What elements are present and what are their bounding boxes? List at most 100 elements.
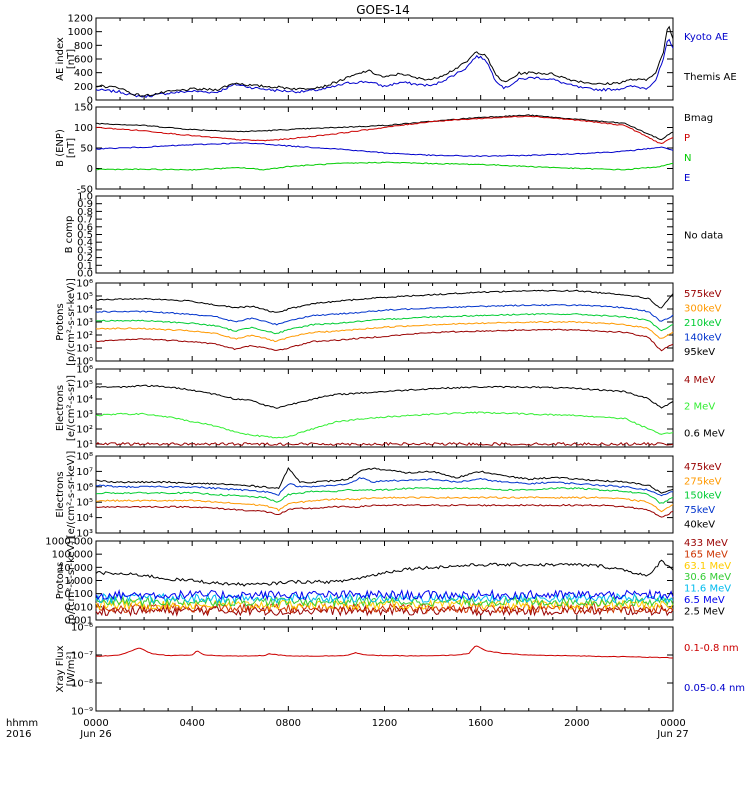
panel-b_comp: 0.00.10.20.30.40.50.60.70.80.91.0 B comp N… (64, 192, 723, 280)
series-line-63-1-mev (95, 598, 674, 612)
y-axis-label: B (ENP) (55, 129, 66, 167)
legend-item: 0.1-0.8 nm (684, 643, 739, 654)
legend-item: 2.5 MeV (684, 606, 725, 617)
y-tick-label: 10⁸ (76, 452, 93, 463)
y-tick-label: 10⁴ (76, 395, 93, 406)
y-axis-unit: [nT] (66, 138, 77, 158)
y-tick-label: 0.9 (77, 199, 93, 210)
y-axis-label: AE index (55, 37, 66, 81)
series-line-2-mev (95, 411, 674, 439)
legend-item: N (684, 153, 691, 164)
y-tick-label: 50 (80, 144, 93, 155)
y-tick-label: 0.7 (77, 215, 93, 226)
series-line-140kev (95, 303, 674, 326)
y-tick-label: 200 (74, 82, 93, 93)
legend-item: 4 MeV (684, 375, 715, 386)
x-tick-label: 0800 (276, 718, 301, 729)
y-tick-label: 10³ (76, 410, 93, 421)
y-tick-label: 0.0 (77, 269, 93, 280)
chart-title: GOES-14 (356, 3, 410, 17)
y-tick-label: 400 (74, 68, 93, 79)
y-tick-label: 0.5 (77, 230, 93, 241)
y-tick-label: 0.1 (77, 261, 93, 272)
y-axis-label: Protons (55, 303, 66, 340)
x-tick-label: 2000 (564, 718, 589, 729)
y-tick-label: 600 (74, 55, 93, 66)
y-axis-unit: [nT] (66, 49, 77, 69)
y-axis-unit: [e/(cm²-s-sr-keV)] (66, 451, 77, 539)
y-axis-unit: [W/m²] (66, 651, 77, 686)
series-line-p (95, 115, 674, 145)
legend-item: 575keV (684, 289, 722, 300)
panel-ae: 0 200 400 600 800 1000 1200 AE index [nT] Kyoto A… (55, 14, 737, 107)
series-line-n (95, 161, 674, 171)
y-tick-label: 10¹ (76, 344, 93, 355)
legend-item: 275keV (684, 476, 722, 487)
y-tick-label: 0.8 (77, 207, 93, 218)
y-tick-label: 10⁷ (76, 467, 93, 478)
y-tick-label: 10³ (76, 318, 93, 329)
y-tick-label: 1200 (68, 14, 93, 25)
y-tick-label: 10⁵ (76, 380, 93, 391)
x-date-label: Jun 27 (656, 729, 689, 740)
panel-protons_mev: 0.001 0.010 0.100 1.000 10.000 100.000 1000.00… (45, 537, 731, 627)
panel-b_enp: -50 0 50 100 150 B (ENP) [nT] Bmag PNE (55, 103, 713, 196)
legend-item: 11.6 MeV (684, 584, 731, 595)
legend-item: 63.1 MeV (684, 561, 731, 572)
y-tick-label: 10² (76, 331, 93, 342)
panel-xray: 10⁻⁹ 10⁻⁸ 10⁻⁷ 10⁻⁶ Xray Flux [W/m²] 0.1-0.8 n… (55, 623, 745, 718)
y-axis-label: Protons (55, 562, 66, 599)
series-line-kyoto-ae (95, 38, 674, 99)
series-line-0-1-0-8-nm (95, 645, 673, 659)
series-line-150kev (95, 487, 674, 504)
y-tick-label: 10⁴ (76, 513, 93, 524)
y-tick-label: 10.000 (58, 563, 93, 574)
panel-electrons_mev: 10¹ 10² 10³ 10⁴ 10⁵ 10⁶ Electrons [e/(cm²-s-sr)… (55, 365, 725, 451)
y-axis-label: Electrons (55, 385, 66, 431)
y-tick-label: 10⁵ (76, 292, 93, 303)
legend-item: 75keV (684, 505, 715, 516)
legend-item: P (684, 133, 690, 144)
y-tick-label: 10⁰ (76, 357, 93, 368)
x-tick-label: 0000 (660, 718, 685, 729)
series-line-2-5-mev (95, 559, 674, 587)
legend-item: 300keV (684, 304, 722, 315)
series-line-300kev (95, 320, 674, 343)
series-line-0-6-mev (95, 384, 674, 409)
y-tick-label: 0.3 (77, 245, 93, 256)
y-tick-label: 1000.000 (45, 537, 93, 548)
series-line-e (95, 142, 674, 158)
legend-item: No data (684, 231, 723, 242)
legend-item: 95keV (684, 347, 715, 358)
x-tick-label: 0400 (179, 718, 204, 729)
y-tick-label: 0 (87, 96, 93, 107)
legend-item: 6.5 MeV (684, 595, 725, 606)
y-tick-label: 1000 (68, 27, 93, 38)
series-line-575kev (95, 328, 674, 352)
y-axis-label: Electrons (55, 471, 66, 517)
y-tick-label: 10⁻⁹ (71, 707, 93, 718)
panel-electrons_kev: 10³ 10⁴ 10⁵ 10⁶ 10⁷ 10⁸ Electrons [e/(cm²-s-sr-… (55, 451, 722, 540)
y-tick-label: 10⁶ (76, 482, 93, 493)
y-tick-label: 10⁻⁸ (71, 679, 93, 690)
series-line-75kev (95, 476, 674, 497)
legend-item: 140keV (684, 333, 722, 344)
legend-item: 30.6 MeV (684, 572, 731, 583)
y-tick-label: 0.001 (64, 616, 93, 627)
y-tick-label: 0.4 (77, 238, 93, 249)
legend-item: 433 MeV (684, 538, 728, 549)
y-tick-label: 10³ (76, 529, 93, 540)
y-tick-label: 800 (74, 41, 93, 52)
legend-item: Bmag (684, 113, 713, 124)
legend-item: E (684, 173, 690, 184)
legend-item: 0.6 MeV (684, 428, 725, 439)
y-tick-label: 10⁻⁷ (71, 651, 93, 662)
y-tick-label: 10¹ (76, 440, 93, 451)
y-tick-label: 0.6 (77, 222, 93, 233)
legend-item: 165 MeV (684, 549, 728, 560)
y-tick-label: 100.000 (52, 550, 93, 561)
series-line-6-5-mev (95, 588, 674, 602)
series-line-themis-ae (96, 25, 674, 97)
